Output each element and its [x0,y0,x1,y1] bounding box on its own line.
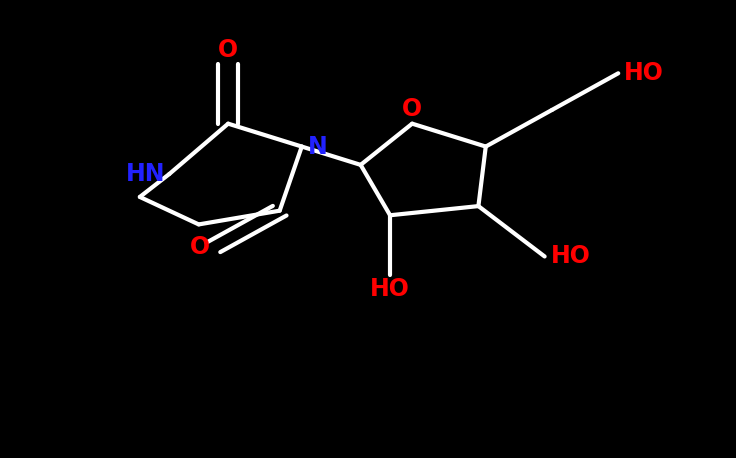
Text: HO: HO [370,277,410,301]
Text: O: O [218,38,238,62]
Text: HO: HO [551,245,590,268]
Text: HN: HN [126,162,166,186]
Text: N: N [308,135,328,158]
Text: O: O [402,98,422,121]
Text: O: O [190,235,210,259]
Text: HO: HO [624,61,664,85]
